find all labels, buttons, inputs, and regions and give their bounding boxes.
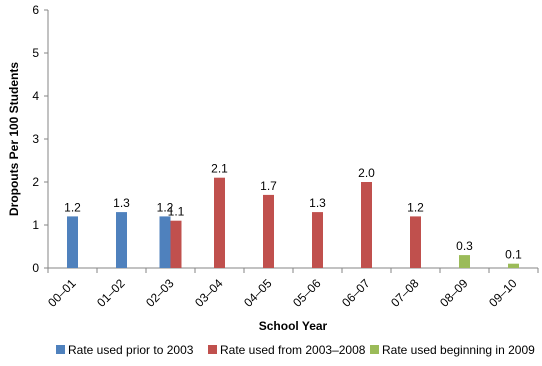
y-tick-label: 4 [32, 89, 39, 103]
bars [67, 177, 519, 268]
bar [459, 255, 470, 268]
x-tick-label: 05–06 [290, 276, 324, 310]
y-tick-label: 6 [32, 3, 39, 17]
x-tick-label: 09–10 [486, 276, 520, 310]
legend-item: Rate used beginning in 2009 [370, 343, 535, 357]
y-tick-label: 3 [32, 132, 39, 146]
x-tick-label: 02–03 [143, 276, 177, 310]
bar [214, 177, 225, 268]
bar [263, 194, 274, 268]
bar [508, 263, 519, 268]
data-label: 0.3 [456, 239, 473, 253]
bar [67, 216, 78, 268]
legend-item: Rate used from 2003–2008 [208, 343, 366, 357]
data-label: 1.2 [157, 200, 174, 214]
data-label: 0.1 [505, 248, 522, 262]
legend-label: Rate used from 2003–2008 [220, 343, 366, 357]
data-label: 1.2 [407, 200, 424, 214]
y-tick-label: 0 [32, 261, 39, 275]
legend-swatch [56, 345, 65, 354]
bar [116, 212, 127, 268]
data-labels: 1.2 1.3 1.21.12.11.71.32.01.20.30.1 [64, 162, 522, 262]
x-tick-label: 07–08 [388, 276, 422, 310]
legend-item: Rate used prior to 2003 [56, 343, 194, 357]
data-label: 1.3 [309, 196, 326, 210]
x-tick-label: 04–05 [241, 276, 275, 310]
y-axis-title: Dropouts Per 100 Students [7, 62, 21, 216]
legend-label: Rate used beginning in 2009 [382, 343, 535, 357]
y-tick-label: 1 [32, 218, 39, 232]
data-label: 2.1 [211, 162, 228, 176]
data-label: 1.7 [260, 179, 277, 193]
legend-swatch [208, 345, 217, 354]
bar [312, 212, 323, 268]
x-tick-label: 03–04 [192, 276, 226, 310]
x-axis: 00–01 01–02 02–03 03–04 04–05 05–06 06–07 07–08… [45, 267, 539, 310]
legend-swatch [370, 345, 379, 354]
legend: Rate used prior to 2003 Rate used from 20… [56, 343, 535, 357]
x-tick-label: 08–09 [437, 276, 471, 310]
bar [410, 216, 421, 268]
data-label: 2.0 [358, 166, 375, 180]
data-label: 1.2 [64, 200, 81, 214]
x-tick-label: 00–01 [45, 276, 79, 310]
y-axis: 0 1 2 3 4 5 6 [32, 3, 49, 275]
y-tick-label: 2 [32, 175, 39, 189]
legend-label: Rate used prior to 2003 [68, 343, 194, 357]
data-label: 1.3 [113, 196, 130, 210]
x-tick-label: 06–07 [339, 276, 373, 310]
y-tick-label: 5 [32, 46, 39, 60]
x-tick-label: 01–02 [94, 276, 128, 310]
bar [159, 216, 171, 268]
bar [361, 182, 372, 268]
data-label: 1.1 [168, 205, 185, 219]
bar [170, 220, 182, 268]
x-axis-title: School Year [259, 319, 328, 333]
